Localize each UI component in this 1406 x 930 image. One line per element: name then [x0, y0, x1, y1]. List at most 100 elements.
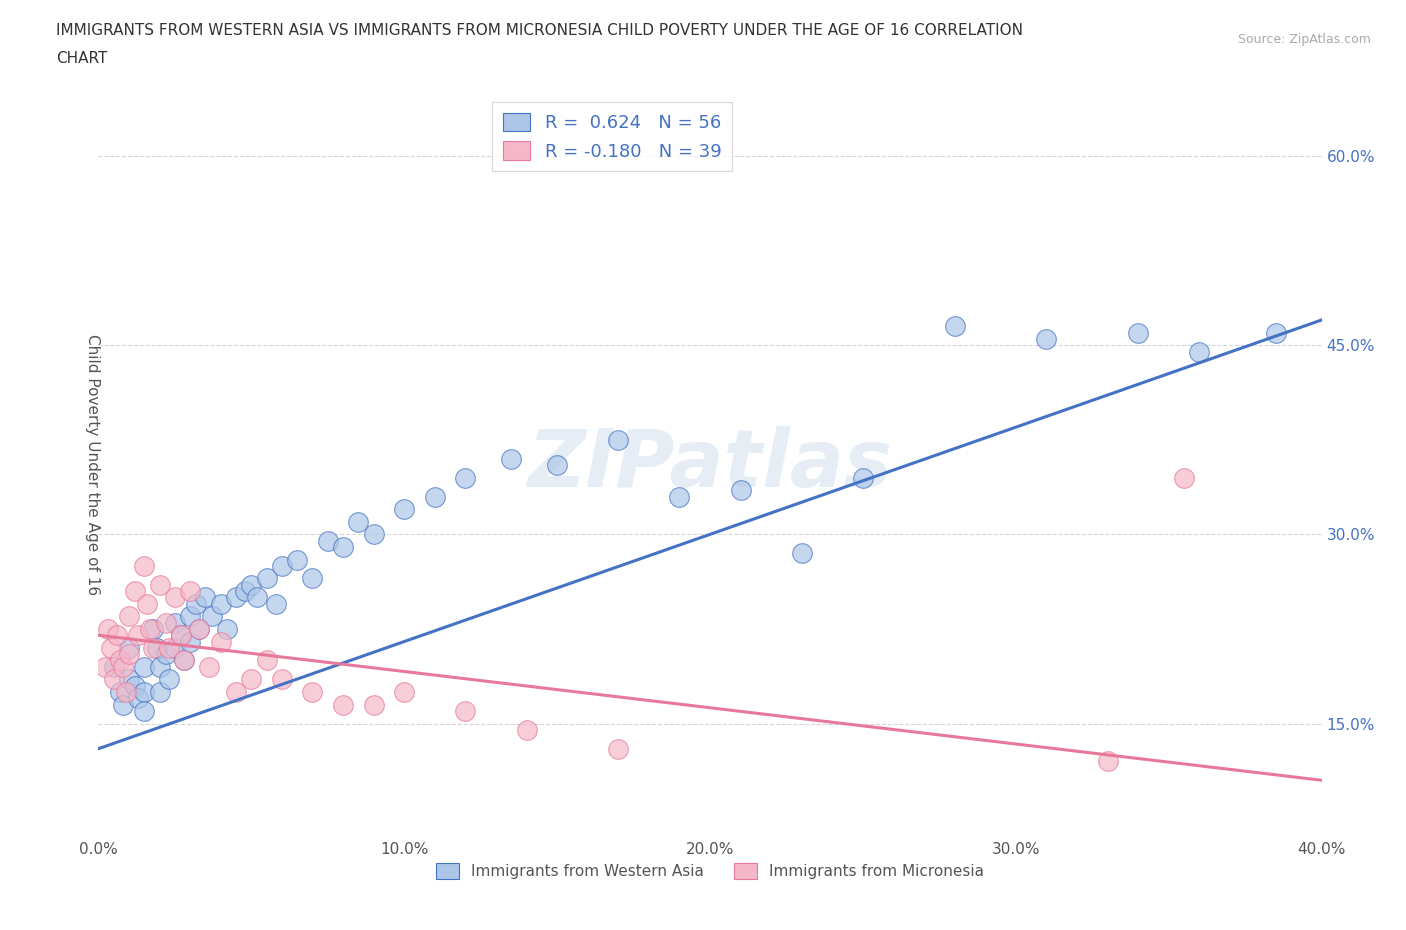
Point: [118, 609, 141, 624]
Point: [264, 596, 287, 611]
Point: [134, 558, 156, 573]
Point: [363, 698, 385, 712]
Point: [423, 489, 446, 504]
Point: [134, 703, 156, 718]
Point: [157, 672, 180, 687]
Point: [142, 621, 165, 636]
Point: [1173, 471, 1195, 485]
Point: [145, 641, 167, 656]
Point: [108, 653, 131, 668]
Point: [1188, 344, 1211, 359]
Text: CHART: CHART: [56, 51, 108, 66]
Point: [233, 584, 256, 599]
Point: [179, 634, 201, 649]
Point: [392, 684, 416, 699]
Point: [105, 628, 128, 643]
Point: [501, 451, 523, 466]
Point: [246, 590, 269, 604]
Point: [155, 615, 177, 630]
Point: [111, 659, 134, 674]
Point: [163, 615, 186, 630]
Text: IMMIGRANTS FROM WESTERN ASIA VS IMMIGRANTS FROM MICRONESIA CHILD POVERTY UNDER T: IMMIGRANTS FROM WESTERN ASIA VS IMMIGRAN…: [56, 23, 1024, 38]
Point: [139, 621, 162, 636]
Point: [392, 501, 416, 516]
Point: [943, 319, 966, 334]
Point: [546, 458, 568, 472]
Point: [97, 621, 120, 636]
Point: [188, 621, 211, 636]
Point: [1097, 754, 1119, 769]
Point: [173, 653, 195, 668]
Point: [149, 659, 172, 674]
Point: [332, 539, 354, 554]
Point: [115, 684, 138, 699]
Point: [149, 684, 172, 699]
Point: [852, 471, 875, 485]
Point: [127, 691, 149, 706]
Point: [1264, 326, 1286, 340]
Text: ZIPatlas: ZIPatlas: [527, 426, 893, 504]
Legend: Immigrants from Western Asia, Immigrants from Micronesia: Immigrants from Western Asia, Immigrants…: [430, 857, 990, 885]
Point: [118, 672, 141, 687]
Point: [256, 653, 278, 668]
Point: [170, 628, 193, 643]
Point: [100, 641, 122, 656]
Point: [163, 590, 186, 604]
Point: [316, 533, 339, 548]
Point: [301, 684, 323, 699]
Point: [285, 552, 308, 567]
Point: [194, 590, 217, 604]
Point: [134, 684, 156, 699]
Point: [188, 621, 211, 636]
Point: [186, 596, 208, 611]
Point: [134, 659, 156, 674]
Point: [730, 483, 752, 498]
Point: [127, 628, 149, 643]
Point: [124, 584, 146, 599]
Text: Source: ZipAtlas.com: Source: ZipAtlas.com: [1237, 33, 1371, 46]
Point: [1128, 326, 1150, 340]
Point: [142, 641, 165, 656]
Point: [454, 703, 477, 718]
Point: [454, 471, 477, 485]
Point: [363, 527, 385, 542]
Point: [270, 672, 292, 687]
Point: [240, 578, 263, 592]
Point: [163, 641, 186, 656]
Y-axis label: Child Poverty Under the Age of 16: Child Poverty Under the Age of 16: [84, 335, 100, 595]
Point: [179, 609, 201, 624]
Point: [197, 659, 219, 674]
Point: [118, 646, 141, 661]
Point: [668, 489, 690, 504]
Point: [332, 698, 354, 712]
Point: [607, 432, 630, 447]
Point: [607, 741, 630, 756]
Point: [209, 634, 232, 649]
Point: [93, 659, 115, 674]
Point: [124, 678, 146, 693]
Point: [157, 641, 180, 656]
Point: [179, 584, 201, 599]
Point: [170, 628, 193, 643]
Point: [347, 514, 370, 529]
Point: [1035, 331, 1057, 346]
Point: [225, 684, 247, 699]
Point: [200, 609, 222, 624]
Point: [103, 672, 125, 687]
Point: [118, 641, 141, 656]
Point: [790, 546, 813, 561]
Point: [215, 621, 238, 636]
Point: [149, 578, 172, 592]
Point: [225, 590, 247, 604]
Point: [111, 698, 134, 712]
Point: [108, 684, 131, 699]
Point: [209, 596, 232, 611]
Point: [240, 672, 263, 687]
Point: [516, 723, 538, 737]
Point: [301, 571, 323, 586]
Point: [270, 558, 292, 573]
Point: [136, 596, 159, 611]
Point: [103, 659, 125, 674]
Point: [155, 646, 177, 661]
Point: [173, 653, 195, 668]
